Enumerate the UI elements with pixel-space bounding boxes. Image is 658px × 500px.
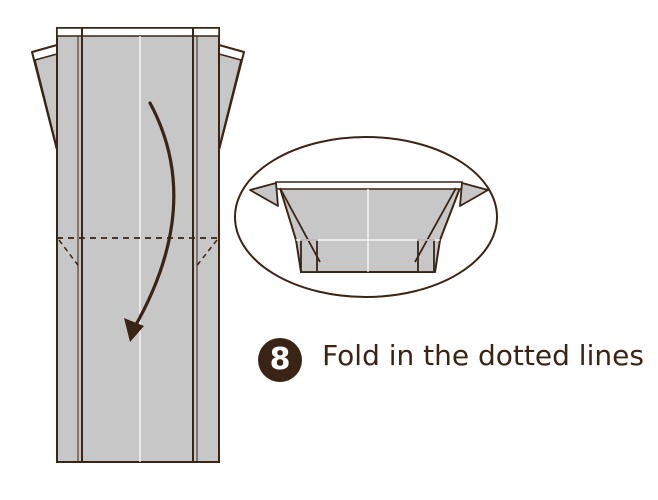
preview-left-flap	[249, 182, 279, 207]
preview-left-leg	[300, 239, 318, 273]
result-preview	[234, 136, 498, 298]
step-instruction: Fold in the dotted lines	[322, 339, 644, 372]
preview-right-leg	[417, 239, 435, 273]
preview-fold-right	[414, 187, 457, 263]
fold-arrow-head	[124, 318, 144, 342]
dotted-diagonal-left	[58, 239, 81, 269]
dotted-diagonal-right	[194, 239, 218, 269]
folded-paper-strip	[31, 27, 245, 463]
right-flap-shade	[218, 53, 242, 149]
strip-top-band	[56, 27, 220, 37]
step-number-badge: 8	[258, 338, 302, 382]
preview-right-flap	[459, 182, 489, 207]
preview-fold-left	[279, 187, 321, 263]
fold-arrow	[131, 101, 176, 332]
left-flap-shade	[34, 53, 58, 149]
preview-top-band	[275, 181, 463, 190]
